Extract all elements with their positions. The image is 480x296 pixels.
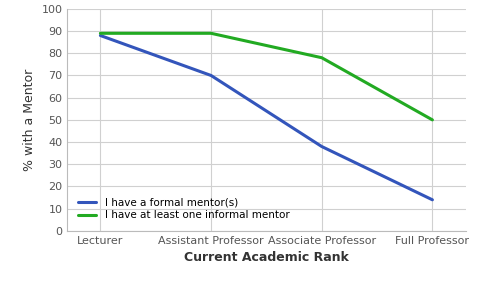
I have a formal mentor(s): [97, 34, 103, 37]
Line: I have a formal mentor(s): I have a formal mentor(s): [100, 36, 432, 200]
I have at least one informal mentor: [208, 32, 214, 35]
I have at least one informal mentor: [97, 32, 103, 35]
I have at least one informal mentor: [319, 56, 324, 59]
I have a formal mentor(s): [208, 74, 214, 77]
I have a formal mentor(s): [430, 198, 435, 202]
Y-axis label: % with a Mentor: % with a Mentor: [23, 69, 36, 171]
I have a formal mentor(s): [319, 145, 324, 148]
Legend: I have a formal mentor(s), I have at least one informal mentor: I have a formal mentor(s), I have at lea…: [72, 192, 295, 226]
X-axis label: Current Academic Rank: Current Academic Rank: [184, 251, 349, 264]
I have at least one informal mentor: [430, 118, 435, 122]
Line: I have at least one informal mentor: I have at least one informal mentor: [100, 33, 432, 120]
